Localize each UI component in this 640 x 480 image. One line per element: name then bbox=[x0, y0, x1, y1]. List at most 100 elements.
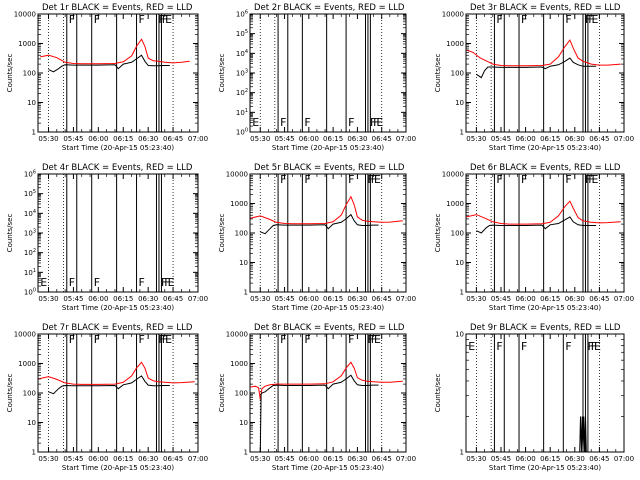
panel-title: Det 7r BLACK = Events, RED = LLD bbox=[42, 323, 193, 333]
y-tick-label: 10 bbox=[27, 99, 36, 107]
flag-label: E bbox=[376, 116, 383, 129]
series-red-line bbox=[250, 195, 403, 225]
x-tick-label: 06:30 bbox=[138, 295, 158, 303]
x-axis-label: Start Time (20-Apr-15 05:23:40) bbox=[272, 144, 384, 152]
panel-title: Det 3r BLACK = Events, RED = LLD bbox=[470, 3, 621, 13]
flag-label: F bbox=[585, 13, 591, 26]
y-axis-label: Counts/sec bbox=[6, 214, 14, 253]
y-tick-label: 101 bbox=[24, 268, 36, 277]
x-tick-label: 06:30 bbox=[565, 295, 585, 303]
plot-frame bbox=[465, 13, 625, 133]
flag-label: E bbox=[40, 276, 47, 289]
x-tick-label: 06:15 bbox=[323, 135, 343, 143]
y-axis-label: Counts/sec bbox=[434, 214, 442, 253]
flag-label: F bbox=[368, 173, 374, 186]
x-tick-label: 06:30 bbox=[565, 135, 585, 143]
flag-label: F bbox=[280, 116, 286, 129]
x-tick-label: 06:00 bbox=[515, 135, 535, 143]
x-tick-label: 05:30 bbox=[466, 295, 486, 303]
flag-label: F bbox=[348, 333, 354, 346]
y-tick-label: 104 bbox=[236, 49, 248, 58]
y-tick-label: 1 bbox=[32, 129, 36, 137]
y-axis-label: Counts/sec bbox=[6, 374, 14, 413]
y-axis-label: Counts/sec bbox=[434, 54, 442, 93]
y-tick-label: 100 bbox=[23, 70, 36, 78]
series-red-line bbox=[466, 200, 621, 225]
y-tick-label: 1 bbox=[460, 129, 464, 137]
x-tick-label: 05:45 bbox=[491, 295, 511, 303]
flag-label: F bbox=[94, 13, 100, 26]
flag-label: E bbox=[594, 340, 601, 353]
y-tick-label: 1 bbox=[460, 449, 464, 457]
x-tick-label: 06:30 bbox=[138, 135, 158, 143]
x-tick-label: 06:15 bbox=[113, 135, 133, 143]
x-tick-label: 06:15 bbox=[540, 455, 560, 463]
series-red-line bbox=[466, 39, 621, 67]
x-tick-label: 06:30 bbox=[347, 455, 367, 463]
flag-label: F bbox=[162, 13, 168, 26]
y-tick-label: 100 bbox=[236, 128, 248, 137]
series-red-line bbox=[250, 361, 403, 400]
panel-title: Det 5r BLACK = Events, RED = LLD bbox=[254, 163, 405, 173]
flag-label: F bbox=[158, 13, 164, 26]
y-tick-label: 101 bbox=[236, 108, 248, 117]
y-tick-label: 106 bbox=[236, 10, 248, 19]
y-tick-label: 105 bbox=[24, 189, 36, 198]
y-tick-label: 10000 bbox=[14, 11, 36, 19]
flag-label: F bbox=[587, 340, 593, 353]
plot-frame bbox=[465, 173, 625, 293]
flag-label: F bbox=[139, 276, 145, 289]
x-axis-label: Start Time (20-Apr-15 05:23:40) bbox=[62, 464, 174, 472]
flag-label: E bbox=[165, 13, 172, 26]
flag-label: F bbox=[69, 13, 75, 26]
y-tick-label: 10 bbox=[239, 259, 248, 267]
y-tick-label: 1 bbox=[460, 289, 464, 297]
x-tick-label: 06:30 bbox=[565, 455, 585, 463]
series-black-line bbox=[259, 374, 379, 452]
plot-frame bbox=[37, 13, 199, 133]
x-tick-label: 06:30 bbox=[138, 455, 158, 463]
y-tick-label: 100 bbox=[235, 230, 248, 238]
flag-label: F bbox=[280, 173, 286, 186]
flag-label: F bbox=[585, 173, 591, 186]
x-tick-label: 07:00 bbox=[396, 455, 416, 463]
plot-frame bbox=[249, 333, 407, 453]
y-tick-label: 10 bbox=[455, 99, 464, 107]
y-tick-label: 1 bbox=[244, 289, 248, 297]
flag-label: E bbox=[165, 333, 172, 346]
x-tick-label: 05:45 bbox=[274, 295, 294, 303]
x-tick-label: 05:30 bbox=[38, 455, 58, 463]
flag-label: F bbox=[496, 340, 502, 353]
flag-label: F bbox=[164, 276, 170, 289]
panel-title: Det 8r BLACK = Events, RED = LLD bbox=[254, 323, 405, 333]
flag-label: F bbox=[565, 173, 571, 186]
y-tick-label: 100 bbox=[24, 288, 36, 297]
x-tick-label: 07:00 bbox=[614, 135, 634, 143]
x-tick-label: 07:00 bbox=[396, 295, 416, 303]
flag-label: F bbox=[162, 333, 168, 346]
x-tick-label: 05:45 bbox=[491, 455, 511, 463]
flag-label: F bbox=[304, 173, 310, 186]
y-tick-label: 1000 bbox=[18, 40, 36, 48]
y-tick-label: 100 bbox=[23, 390, 36, 398]
flag-label: E bbox=[374, 173, 381, 186]
flag-label: F bbox=[521, 173, 527, 186]
x-tick-label: 06:30 bbox=[347, 135, 367, 143]
flag-label: F bbox=[496, 13, 502, 26]
flag-label: F bbox=[368, 333, 374, 346]
flag-label: E bbox=[168, 276, 175, 289]
flag-label: F bbox=[521, 340, 527, 353]
x-tick-label: 06:15 bbox=[113, 295, 133, 303]
y-tick-label: 1000 bbox=[446, 200, 464, 208]
series-red-line bbox=[40, 38, 190, 65]
y-tick-label: 10000 bbox=[442, 171, 464, 179]
series-black-line bbox=[476, 216, 597, 234]
y-tick-label: 1000 bbox=[18, 360, 36, 368]
y-axis-label: Counts/sec bbox=[6, 54, 14, 93]
series-black-line bbox=[579, 416, 587, 452]
y-tick-label: 10000 bbox=[226, 331, 248, 339]
x-tick-label: 06:15 bbox=[540, 135, 560, 143]
